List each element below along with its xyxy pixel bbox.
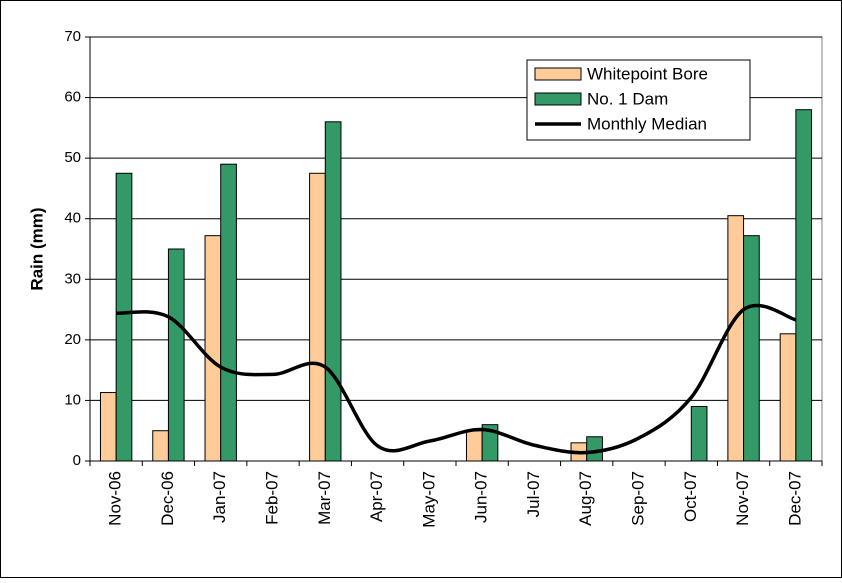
- y-tick-label: 40: [64, 210, 81, 227]
- bar: [324, 121, 342, 462]
- bar: [152, 430, 169, 462]
- y-tick-label: 60: [64, 89, 81, 106]
- bar: [779, 333, 797, 462]
- y-tick-label: 70: [64, 28, 81, 45]
- x-tick-label: Jul-07: [524, 471, 543, 517]
- bar: [220, 163, 237, 462]
- legend-swatch: [534, 92, 582, 106]
- x-tick-label: Sep-07: [628, 471, 647, 526]
- bar: [795, 109, 813, 462]
- y-tick-label: 20: [64, 331, 81, 348]
- bar: [690, 405, 708, 462]
- bar: [309, 172, 326, 462]
- x-tick-label: Jan-07: [210, 471, 229, 523]
- x-tick-label: Nov-07: [733, 471, 752, 526]
- x-tick-label: Nov-06: [106, 471, 125, 526]
- x-tick-label: Jun-07: [472, 471, 491, 523]
- x-tick-label: May-07: [419, 471, 438, 528]
- bar: [465, 430, 483, 462]
- x-tick-label: Oct-07: [681, 471, 700, 522]
- bar: [167, 248, 185, 462]
- legend-label: Monthly Median: [587, 114, 707, 133]
- y-tick-label: 10: [64, 391, 81, 408]
- y-tick-label: 30: [64, 270, 81, 287]
- legend-label: Whitepoint Bore: [587, 64, 708, 83]
- x-tick-label: Aug-07: [576, 471, 595, 526]
- x-tick-label: Dec-06: [158, 471, 177, 526]
- bar: [586, 436, 603, 462]
- legend-swatch: [534, 67, 582, 81]
- bar: [727, 215, 745, 462]
- x-tick-label: Feb-07: [262, 471, 281, 525]
- bar: [99, 392, 117, 462]
- bar: [204, 235, 222, 462]
- y-tick-label: 0: [73, 452, 81, 469]
- legend-label: No. 1 Dam: [587, 89, 668, 108]
- line: [116, 303, 797, 455]
- bar: [743, 235, 760, 462]
- x-tick-label: Apr-07: [367, 471, 386, 522]
- bar: [115, 172, 133, 462]
- x-tick-label: Dec-07: [785, 471, 804, 526]
- x-tick-label: Mar-07: [315, 471, 334, 525]
- y-tick-label: 50: [64, 149, 81, 166]
- y-axis-label: Rain (mm): [27, 207, 46, 290]
